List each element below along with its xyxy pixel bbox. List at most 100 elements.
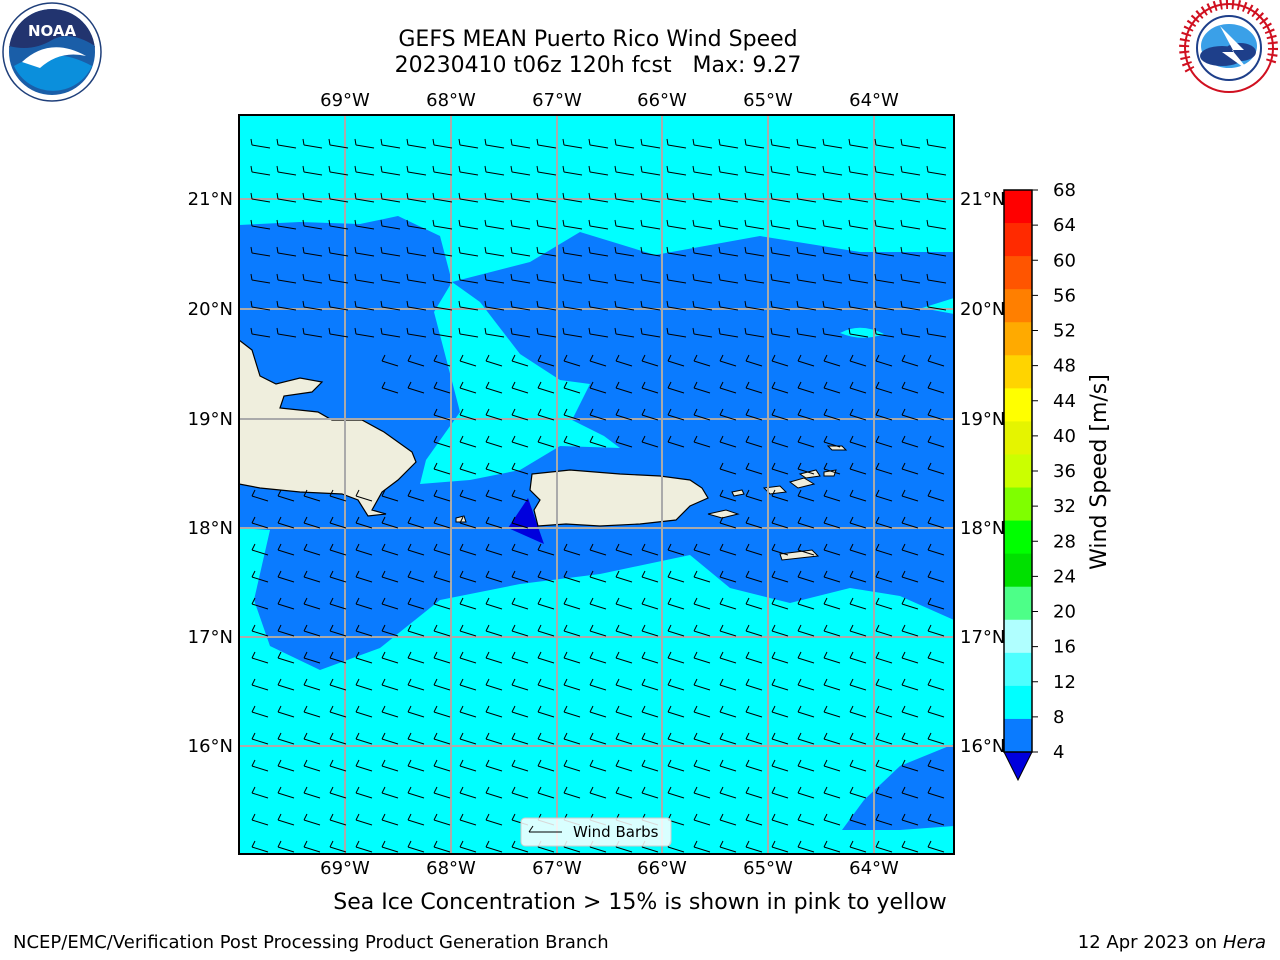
wind-barb: [875, 435, 893, 448]
wind-barb: [329, 516, 347, 529]
wind-barb: [563, 597, 581, 610]
wind-barb: [485, 759, 503, 772]
wind-barb: [303, 624, 321, 637]
wind-barb: [380, 138, 401, 149]
wind-barb: [355, 759, 373, 772]
wind-barb: [614, 165, 635, 176]
colorbar-segment: [1004, 289, 1032, 323]
wind-barb: [641, 597, 659, 610]
wind-barb: [796, 165, 817, 176]
map-subtitle: 20230410 t06z 120h fcst Max: 9.27: [394, 53, 802, 78]
virgin-islands: [455, 445, 848, 561]
wind-barb: [823, 651, 841, 664]
wind-barb: [407, 597, 425, 610]
wind-barb: [900, 192, 921, 203]
wind-barb: [797, 435, 815, 448]
wind-barb: [276, 300, 297, 311]
wind-barb: [355, 543, 373, 556]
wind-barb: [615, 354, 633, 367]
wind-barb: [406, 300, 427, 311]
lat-label: 16°N: [188, 736, 233, 757]
wind-barb: [719, 489, 737, 502]
wind-barb: [927, 705, 945, 718]
wind-barb: [458, 165, 479, 176]
wind-barb: [277, 489, 295, 502]
wind-barb: [719, 678, 737, 691]
wind-barb: [433, 570, 451, 583]
wind-barb: [770, 219, 791, 230]
wind-barb: [693, 651, 711, 664]
wind-barb: [485, 354, 503, 367]
wind-barb: [484, 327, 505, 338]
wind-barb: [745, 462, 763, 475]
wind-barb: [901, 381, 919, 394]
wind-barb: [537, 408, 555, 421]
wind-barb: [381, 624, 399, 637]
wind-barb: [562, 246, 583, 257]
wind-barb: [771, 543, 789, 556]
credit-line: NCEP/EMC/Verification Post Processing Pr…: [13, 932, 609, 953]
wind-barb: [485, 435, 503, 448]
wind-barb: [745, 354, 763, 367]
wind-barb: [771, 462, 789, 475]
wind-barb: [770, 192, 791, 203]
wind-barb: [718, 165, 739, 176]
lon-label: 67°W: [532, 858, 582, 879]
wind-barb: [719, 570, 737, 583]
wind-barb: [459, 597, 477, 610]
wind-barb: [380, 300, 401, 311]
wind-barb: [459, 705, 477, 718]
wind-barb: [511, 732, 529, 745]
wind-barb: [796, 327, 817, 338]
wind-barb: [432, 165, 453, 176]
wind-barb: [329, 732, 347, 745]
wind-barb: [823, 543, 841, 556]
wind-barb: [432, 300, 453, 311]
wind-barb: [510, 192, 531, 203]
wind-barb: [771, 678, 789, 691]
wind-barb: [459, 381, 477, 394]
wind-barb: [745, 786, 763, 799]
wind-barb: [822, 219, 843, 230]
wind-barb: [693, 759, 711, 772]
wind-barb: [927, 435, 945, 448]
wind-barb: [614, 273, 635, 284]
wind-barb: [667, 786, 685, 799]
wind-barb: [927, 408, 945, 421]
wind-barb: [302, 327, 323, 338]
wind-barb: [433, 651, 451, 664]
wind-barb: [484, 138, 505, 149]
wind-barb: [900, 327, 921, 338]
wind-barb: [770, 327, 791, 338]
wind-barb: [277, 759, 295, 772]
wind-barb: [380, 165, 401, 176]
wind-barb: [433, 408, 451, 421]
wind-barb: [354, 192, 375, 203]
wind-barb: [433, 543, 451, 556]
lon-label: 69°W: [320, 90, 370, 111]
wind-barb: [433, 597, 451, 610]
wind-barb: [354, 165, 375, 176]
wind-barb: [407, 705, 425, 718]
wind-barb: [562, 327, 583, 338]
wind-barb: [563, 543, 581, 556]
wind-barb: [797, 786, 815, 799]
wind-barb: [848, 165, 869, 176]
wind-barb: [329, 570, 347, 583]
wind-barb: [848, 327, 869, 338]
wind-barb: [900, 165, 921, 176]
wind-barb: [355, 813, 373, 826]
wind-barb: [381, 705, 399, 718]
wind-barb: [875, 408, 893, 421]
wind-barb: [406, 273, 427, 284]
wind-barb: [329, 813, 347, 826]
wind-barb: [381, 651, 399, 664]
wind-barb: [927, 516, 945, 529]
wind-barb: [666, 219, 687, 230]
colorbar-segment: [1004, 520, 1032, 555]
wind-barb: [666, 273, 687, 284]
wind-barb: [563, 651, 581, 664]
wind-barb: [303, 570, 321, 583]
wind-barb: [250, 138, 271, 149]
wind-barb: [485, 840, 503, 853]
